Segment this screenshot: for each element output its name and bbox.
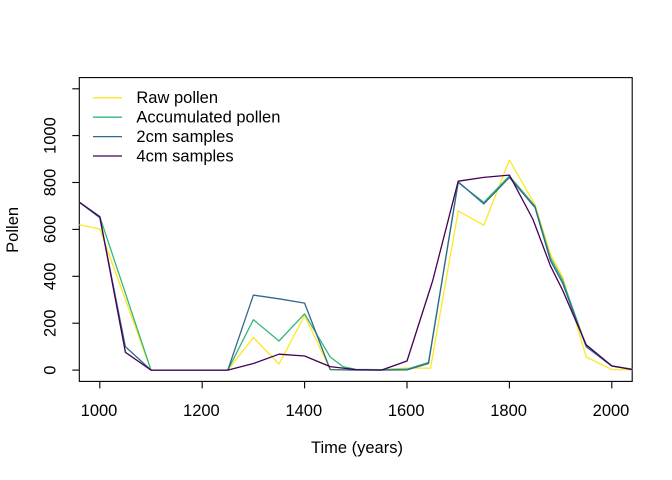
svg-text:600: 600 (42, 216, 60, 244)
svg-text:1800: 1800 (490, 402, 527, 420)
svg-text:2000: 2000 (593, 402, 630, 420)
svg-text:200: 200 (42, 309, 60, 337)
svg-text:1000: 1000 (81, 402, 118, 420)
svg-text:0: 0 (42, 366, 60, 375)
svg-text:800: 800 (42, 169, 60, 197)
svg-text:1000: 1000 (42, 117, 60, 154)
svg-text:Accumulated pollen: Accumulated pollen (136, 109, 280, 127)
svg-text:2cm samples: 2cm samples (136, 128, 233, 146)
svg-text:Time (years): Time (years) (311, 439, 403, 457)
svg-text:Raw pollen: Raw pollen (136, 89, 218, 107)
svg-text:Pollen: Pollen (4, 207, 22, 253)
svg-text:1200: 1200 (183, 402, 220, 420)
svg-text:400: 400 (42, 263, 60, 291)
svg-text:1600: 1600 (388, 402, 425, 420)
svg-text:1400: 1400 (285, 402, 322, 420)
svg-text:4cm samples: 4cm samples (136, 147, 233, 165)
